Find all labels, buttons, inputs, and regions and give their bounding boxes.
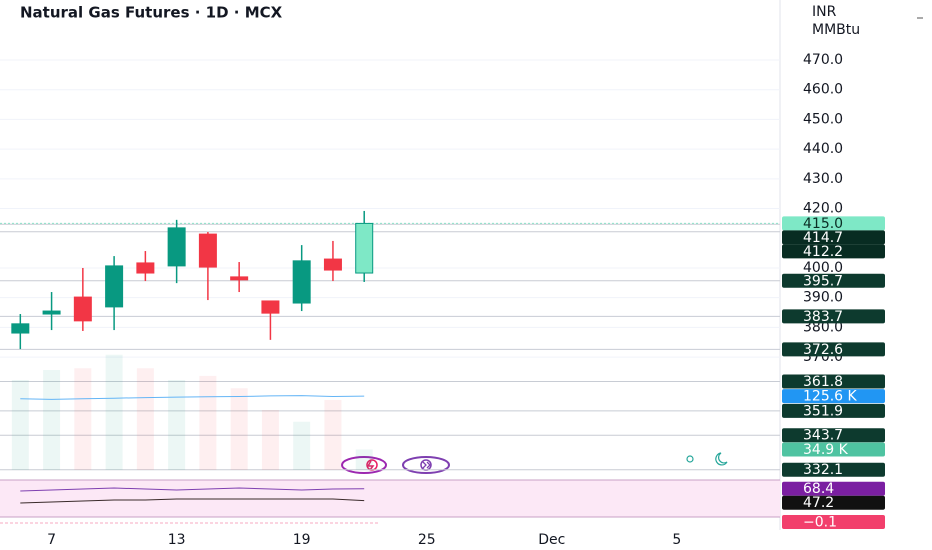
session-icons[interactable] (686, 452, 728, 466)
volume-ma-line (20, 395, 365, 400)
scale-label-text: 343.7 (803, 428, 843, 444)
volume-bar (230, 388, 248, 470)
y-tick-label: 390.0 (803, 290, 843, 306)
scale-label (782, 244, 885, 259)
x-tick-label: 19 (293, 532, 311, 548)
y-tick-label: 470.0 (803, 52, 843, 68)
y-tick-label: 450.0 (803, 111, 843, 127)
candle-body (167, 227, 186, 267)
scale-label (782, 342, 885, 357)
scale-label (782, 515, 885, 529)
volume-bar (105, 354, 123, 470)
x-tick-label: 13 (168, 532, 186, 548)
scale-label-text: 332.1 (803, 462, 843, 478)
candle-body (11, 323, 30, 334)
y-tick-label: 420.0 (803, 201, 843, 217)
x-tick-label: Dec (538, 532, 565, 548)
x-tick-label: 25 (418, 532, 436, 548)
scale-label-text: 351.9 (803, 403, 843, 419)
scale-label (782, 403, 885, 418)
scale-label-text: 415.0 (803, 216, 843, 232)
scale-label-text: 372.6 (803, 342, 843, 358)
scale-label-text: 47.2 (803, 495, 834, 511)
scale-label (782, 495, 885, 510)
scale-label (782, 273, 885, 288)
candle-body (323, 258, 342, 271)
scale-label (782, 389, 885, 404)
y-tick-label: 400.0 (803, 260, 843, 276)
volume-bar (199, 375, 217, 470)
scale-label (782, 462, 885, 477)
scale-label (782, 216, 885, 231)
y-tick-label: 460.0 (803, 82, 843, 98)
volume-bar (136, 368, 154, 470)
candle-body (198, 233, 217, 268)
volume-bar (74, 368, 92, 470)
volume-bar (355, 449, 373, 470)
candle-body (292, 260, 311, 304)
candle-body (261, 300, 280, 314)
scale-label-text: 383.7 (803, 309, 843, 325)
scale-label (782, 428, 885, 443)
candle-body (230, 276, 249, 281)
candle-body (73, 296, 92, 322)
scale-label (782, 442, 885, 457)
scale-label-text: 68.4 (803, 481, 834, 497)
chart-title: Natural Gas Futures · 1D · MCX (20, 4, 283, 22)
unit: MMBtu (812, 22, 860, 38)
x-tick-label: 7 (47, 532, 56, 548)
y-tick-label: 430.0 (803, 171, 843, 187)
scale-label-text: 412.2 (803, 244, 843, 260)
currency: INR (812, 4, 837, 20)
volume-bar (168, 380, 186, 470)
volume-bar (261, 410, 279, 470)
rsi-ma-line (20, 498, 365, 504)
scale-label-text: 395.7 (803, 273, 843, 289)
candle-body (42, 310, 61, 315)
volume-bar (11, 380, 29, 470)
candle-body (136, 262, 155, 274)
scale-label-text: 414.7 (803, 230, 843, 246)
scale-label-text: −0.1 (803, 515, 837, 531)
event-icon[interactable] (402, 456, 450, 474)
x-tick-label: 5 (672, 532, 681, 548)
scale-label (782, 230, 885, 245)
scale-label-text: 361.8 (803, 374, 843, 390)
volume-bar (324, 400, 342, 470)
scale-label (782, 481, 885, 496)
y-tick-label: 440.0 (803, 141, 843, 157)
volume-bar (43, 370, 61, 470)
candle-body (105, 265, 124, 308)
scale-label (782, 374, 885, 389)
scale-label-text: 125.6 K (803, 389, 858, 405)
rsi-line (20, 487, 365, 492)
candle-body (355, 222, 374, 274)
volume-bar (293, 421, 311, 470)
rsi-pane (0, 480, 780, 517)
scale-label-text: 34.9 K (803, 442, 849, 458)
scale-label (782, 309, 885, 324)
